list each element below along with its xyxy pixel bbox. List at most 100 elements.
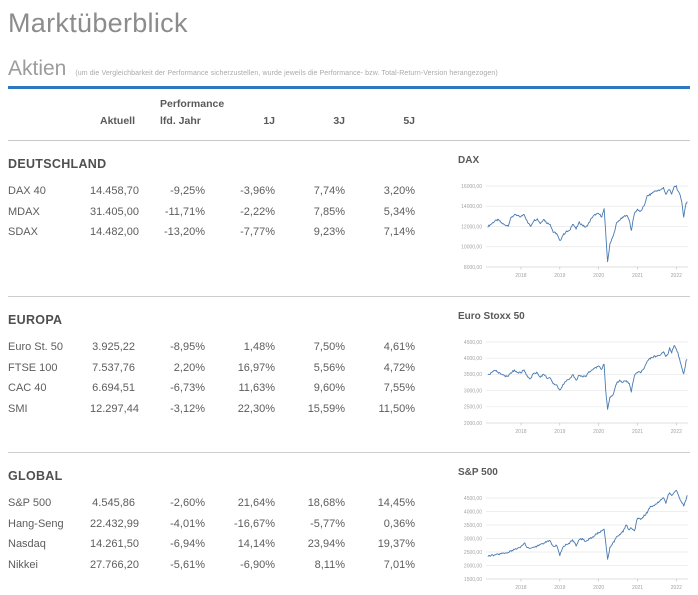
svg-text:2020: 2020: [593, 429, 604, 435]
cell-value: 3.925,22: [92, 341, 135, 353]
column-header-lfd-jahr: lfd. Jahr: [160, 115, 201, 127]
chart-line-series: [487, 345, 688, 410]
cell-value: -4,01%: [170, 517, 205, 530]
svg-text:4000,00: 4000,00: [464, 509, 482, 515]
table-row: Euro St. 50 3.925,22 -8,95% 1,48% 7,50% 4,61%: [8, 337, 428, 358]
cell-value: 7,55%: [383, 382, 415, 394]
cell-value: 11,63%: [238, 382, 276, 394]
cell-value: 7,14%: [383, 226, 415, 238]
svg-text:16000,00: 16000,00: [461, 184, 482, 190]
table-row: SDAX 14.482,00 -13,20% -7,77% 9,23% 7,14%: [8, 222, 428, 243]
cell-index-name: DAX 40: [8, 185, 46, 197]
cell-value: -9,25%: [170, 185, 205, 197]
section-divider: [8, 452, 690, 453]
section-heading: GLOBAL: [8, 469, 63, 483]
svg-text:2018: 2018: [515, 585, 526, 591]
section-heading: DEUTSCHLAND: [8, 157, 107, 171]
table-row: Nasdaq 14.261,50 -6,94% 14,14% 23,94% 19,37%: [8, 534, 428, 555]
cell-value: 3,20%: [383, 185, 415, 197]
cell-value: 14,14%: [237, 538, 275, 550]
svg-text:2500,00: 2500,00: [464, 550, 482, 556]
column-header-5j: 5J: [403, 115, 415, 127]
svg-text:4500,00: 4500,00: [464, 496, 482, 502]
svg-text:1500,00: 1500,00: [464, 577, 482, 583]
cell-index-name: MDAX: [8, 205, 40, 218]
svg-text:2022: 2022: [671, 273, 682, 279]
svg-text:14000,00: 14000,00: [461, 204, 482, 210]
cell-value: 12.297,44: [90, 402, 139, 415]
column-header-1j: 1J: [263, 115, 275, 127]
table-row: DAX 40 14.458,70 -9,25% -3,96% 7,74% 3,20%: [8, 181, 428, 202]
cell-value: -2,22%: [240, 205, 275, 218]
table-row: Nikkei 27.766,20 -5,61% -6,90% 8,11% 7,01%: [8, 555, 428, 576]
aktien-section-title: Aktien: [8, 57, 67, 80]
section-chart: Euro Stoxx 50 4500,00 4000,00 3500,00 3000,0…: [456, 309, 690, 442]
chart-title: S&P 500: [458, 467, 498, 478]
section-table: EUROPA Euro St. 50 3.925,22 -8,95% 1,48% 7,50…: [8, 309, 428, 442]
cell-value: -13,20%: [164, 226, 205, 238]
cell-value: 4.545,86: [92, 497, 135, 509]
table-row: CAC 40 6.694,51 -6,73% 11,63% 9,60% 7,55%: [8, 378, 428, 399]
section-chart: DAX 16000,00 14000,00 12000,00 10000,00 8000,…: [456, 153, 690, 286]
section-table: DEUTSCHLAND DAX 40 14.458,70 -9,25% -3,96% 7,…: [8, 153, 428, 286]
cell-value: 9,23%: [313, 226, 345, 238]
performance-group-label: Performance: [160, 98, 225, 110]
cell-value: 6.694,51: [92, 382, 135, 394]
cell-value: -7,77%: [240, 226, 275, 238]
section-europa: EUROPA Euro St. 50 3.925,22 -8,95% 1,48% 7,50…: [8, 297, 690, 452]
cell-value: -5,61%: [170, 558, 205, 571]
table-row: Hang-Seng 22.432,99 -4,01% -16,67% -5,77% 0,3…: [8, 514, 428, 535]
section-heading: EUROPA: [8, 313, 63, 327]
column-header-aktuell: Aktuell: [99, 115, 135, 127]
svg-text:2000,00: 2000,00: [464, 563, 482, 569]
chart-line-series: [487, 489, 688, 560]
header-rule: [8, 140, 690, 141]
svg-text:2019: 2019: [554, 429, 565, 435]
svg-text:2018: 2018: [515, 429, 526, 435]
svg-text:3000,00: 3000,00: [464, 536, 482, 542]
chart-plot-2: 4500,00 4000,00 3500,00 3000,00 2500,00 2000,…: [464, 489, 688, 591]
cell-value: -8,95%: [170, 341, 205, 353]
sections-container: DEUTSCHLAND DAX 40 14.458,70 -9,25% -3,96% 7,…: [8, 141, 690, 595]
section-chart: S&P 500 4500,00 4000,00 3500,00 3000,00 2500,…: [456, 465, 690, 595]
svg-text:8000,00: 8000,00: [464, 265, 482, 271]
cell-value: 15,59%: [307, 402, 345, 415]
table-row: SMI 12.297,44 -3,12% 22,30% 15,59% 11,50%: [8, 399, 428, 420]
cell-value: 7,50%: [313, 341, 345, 353]
table-row: S&P 500 4.545,86 -2,60% 21,64% 18,68% 14,45%: [8, 493, 428, 514]
cell-value: 5,56%: [313, 361, 345, 374]
svg-text:2019: 2019: [554, 585, 565, 591]
cell-value: -3,96%: [240, 185, 275, 197]
cell-value: -2,60%: [170, 497, 205, 509]
chart-title: DAX: [458, 155, 480, 166]
cell-value: 1,48%: [243, 341, 275, 353]
cell-index-name: Nasdaq: [8, 538, 46, 550]
svg-text:2022: 2022: [671, 429, 682, 435]
column-header-row: Aktuell lfd. Jahr 1J 3J 5J: [8, 115, 428, 127]
cell-value: 0,36%: [383, 517, 415, 530]
svg-text:2021: 2021: [632, 273, 643, 279]
cell-value: 14.458,70: [90, 185, 139, 197]
table-row: MDAX 31.405,00 -11,71% -2,22% 7,85% 5,34%: [8, 202, 428, 223]
cell-value: 19,37%: [377, 538, 415, 550]
svg-text:2020: 2020: [593, 273, 604, 279]
cell-value: -3,12%: [170, 402, 205, 415]
aktien-note: (um die Vergleichbarkeit der Performance…: [75, 70, 498, 77]
section-global: GLOBAL S&P 500 4.545,86 -2,60% 21,64% 18,68% 1…: [8, 453, 690, 595]
cell-value: 14,45%: [377, 497, 415, 509]
table-row: FTSE 100 7.537,76 2,20% 16,97% 5,56% 4,72%: [8, 358, 428, 379]
svg-text:2022: 2022: [671, 585, 682, 591]
svg-text:2018: 2018: [515, 273, 526, 279]
svg-text:3000,00: 3000,00: [464, 388, 482, 394]
cell-value: -6,94%: [170, 538, 205, 550]
cell-value: 27.766,20: [90, 558, 139, 571]
cell-value: -5,77%: [310, 517, 345, 530]
cell-value: 11,50%: [378, 402, 416, 415]
aktien-heading-row: Aktien (um die Vergleichbarkeit der Perf…: [8, 57, 690, 81]
cell-value: 7,74%: [313, 185, 345, 197]
cell-value: 23,94%: [307, 538, 345, 550]
svg-text:10000,00: 10000,00: [461, 245, 482, 251]
cell-index-name: SDAX: [8, 226, 38, 238]
cell-value: 22.432,99: [90, 517, 139, 530]
